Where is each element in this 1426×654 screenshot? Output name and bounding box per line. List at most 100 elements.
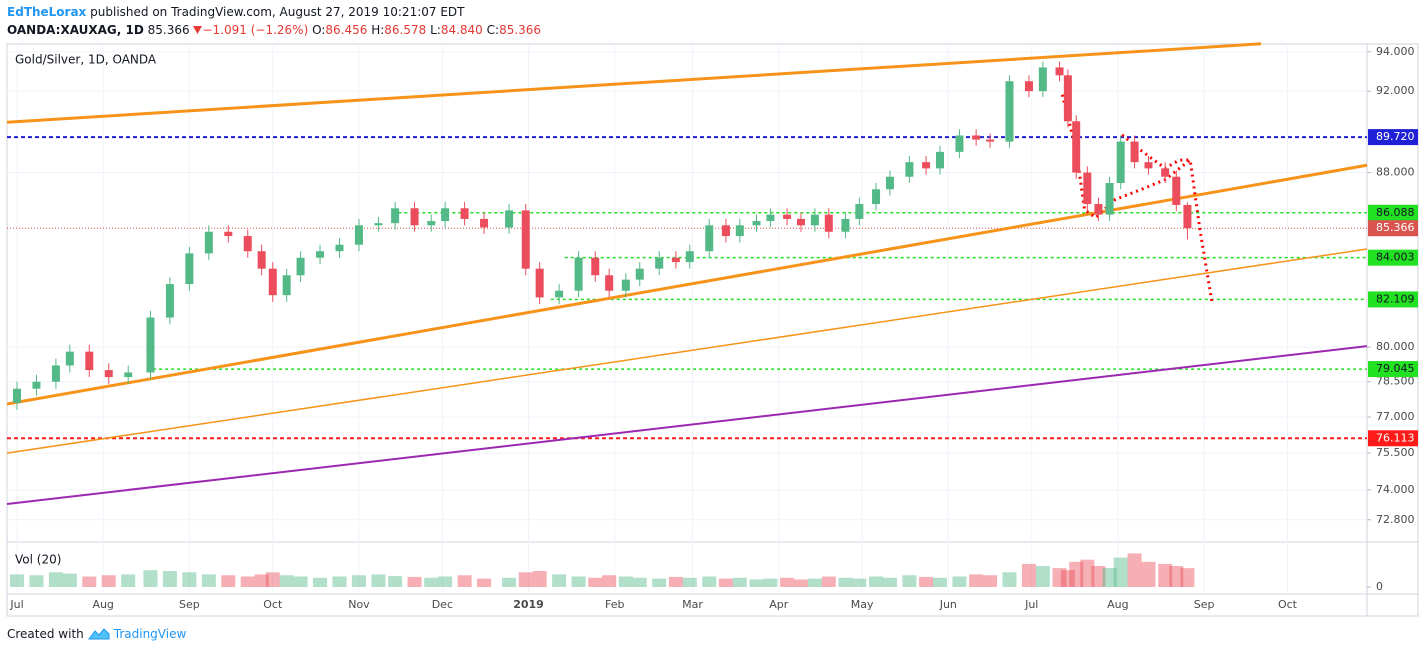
- volume-bar: [48, 572, 63, 587]
- y-tick-label: 74.000: [1376, 483, 1415, 496]
- candle-body: [1105, 182, 1114, 215]
- low-label: L:: [430, 23, 441, 37]
- x-tick-label: Aug: [1107, 598, 1128, 611]
- candle-body: [605, 275, 614, 291]
- last-price: 85.366: [147, 23, 190, 37]
- level-label: 84.003: [1376, 251, 1415, 264]
- candle-body: [427, 221, 436, 226]
- volume-bar: [807, 578, 822, 587]
- volume-bar: [718, 578, 733, 587]
- low: 84.840: [440, 23, 483, 37]
- x-tick-label: Feb: [605, 598, 624, 611]
- volume-bar: [438, 576, 453, 587]
- candle-body: [1116, 141, 1125, 183]
- candle-body: [705, 225, 714, 252]
- volume-bar: [1127, 553, 1142, 587]
- volume-bar: [1158, 563, 1173, 587]
- candle-body: [810, 214, 819, 226]
- publish-line: EdTheLorax published on TradingView.com,…: [7, 3, 541, 21]
- level-label: 82.109: [1376, 292, 1415, 305]
- candle-body: [972, 135, 981, 140]
- volume-bar: [143, 570, 158, 587]
- candle-body: [32, 381, 41, 389]
- candle-body: [1055, 67, 1064, 76]
- y-tick-label: 78.500: [1376, 375, 1415, 388]
- symbol: OANDA:XAUXAG, 1D: [7, 23, 144, 37]
- chart-title: Gold/Silver, 1D, OANDA: [15, 53, 157, 67]
- x-tick-label: May: [851, 598, 874, 611]
- brand[interactable]: TradingView: [113, 627, 187, 641]
- x-tick-label: Sep: [179, 598, 200, 611]
- x-tick-label: Nov: [348, 598, 370, 611]
- level-label-box: [1368, 249, 1418, 266]
- candle-body: [885, 176, 894, 190]
- axes: Jul Aug Sep Oct Nov Dec 2019 Feb Mar Apr May Jun Jul…: [9, 45, 1418, 611]
- candle-body: [1005, 81, 1014, 142]
- volume-bar: [1080, 559, 1095, 587]
- level-label: 89.720: [1376, 130, 1415, 143]
- symbol-line: OANDA:XAUXAG, 1D 85.366 −1.091 (−1.26%) …: [7, 21, 541, 39]
- candle-body: [824, 214, 833, 232]
- candle-body: [441, 208, 450, 222]
- candle-body: [1063, 75, 1072, 122]
- created-with: Created with: [7, 627, 84, 641]
- candle-body: [224, 231, 233, 237]
- volume-bar: [351, 575, 366, 587]
- close: 85.366: [499, 23, 542, 37]
- candle-body: [935, 151, 944, 169]
- x-tick-label: Jul: [1024, 598, 1038, 611]
- volume-bar: [732, 577, 747, 587]
- candle-body: [1172, 176, 1181, 205]
- candle-body: [841, 218, 850, 232]
- candle-body: [1072, 121, 1081, 173]
- candle-body: [243, 236, 252, 252]
- candle-body: [872, 189, 881, 205]
- candle-body: [796, 218, 805, 226]
- volume-bar: [240, 576, 255, 587]
- volume-pane: [10, 553, 1195, 587]
- volume-bar: [618, 576, 633, 587]
- volume-bar: [763, 578, 778, 587]
- volume-bar: [1113, 557, 1128, 587]
- volume-bar: [101, 575, 116, 587]
- x-tick-label: Oct: [1278, 598, 1298, 611]
- volume-bar: [29, 575, 44, 587]
- candle-body: [204, 231, 213, 254]
- volume-bar: [518, 572, 533, 587]
- volume-bar: [1180, 568, 1195, 587]
- x-tick-label: 2019: [513, 598, 544, 611]
- volume-bar: [1002, 572, 1017, 587]
- volume-bar: [1091, 566, 1106, 587]
- volume-bar: [882, 577, 897, 587]
- candle-body: [1130, 141, 1139, 163]
- candle-body: [460, 208, 469, 219]
- volume-bar: [632, 577, 647, 587]
- candle-body: [685, 251, 694, 263]
- volume-bar: [332, 576, 347, 587]
- candle-body: [721, 225, 730, 237]
- candle-body: [505, 210, 514, 228]
- candle-body: [410, 208, 419, 226]
- candle-body: [735, 225, 744, 237]
- y-tick-label: 94.000: [1376, 45, 1415, 58]
- volume-bar: [1060, 570, 1075, 587]
- author[interactable]: EdTheLorax: [7, 5, 87, 19]
- volume-bar: [1102, 568, 1117, 587]
- price-pane: [6, 42, 1368, 505]
- candle-body: [855, 204, 864, 219]
- volume-bar: [952, 576, 967, 587]
- candle-body: [655, 257, 664, 269]
- trend-line: [6, 345, 1368, 505]
- footer: Created with TradingView: [7, 627, 186, 641]
- candle-body: [480, 218, 489, 228]
- x-tick-label: Mar: [682, 598, 703, 611]
- change: −1.091 (−1.26%): [202, 23, 309, 37]
- volume-bar: [201, 574, 216, 587]
- candle-body: [1183, 204, 1192, 229]
- trend-line: [6, 42, 1262, 124]
- candle-body: [13, 388, 22, 403]
- volume-bar: [652, 578, 667, 587]
- candle-body: [922, 162, 931, 169]
- candle-body: [574, 257, 583, 291]
- volume-title: Vol (20): [15, 553, 61, 567]
